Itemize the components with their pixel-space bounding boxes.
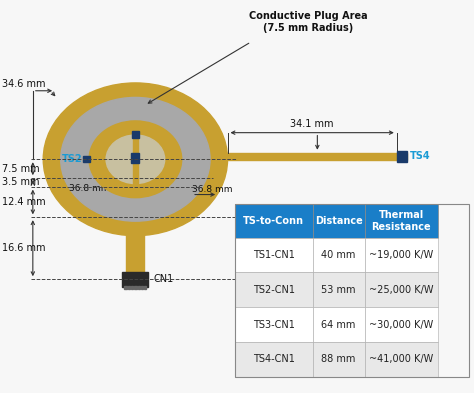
Text: CN1: CN1 [153, 274, 173, 284]
Text: 34.1 mm: 34.1 mm [291, 119, 334, 129]
Bar [83, 156, 90, 162]
Text: TS-to-Conn: TS-to-Conn [243, 216, 304, 226]
Circle shape [61, 97, 210, 221]
Bar [235, 307, 313, 342]
Text: ~41,000 K/W: ~41,000 K/W [369, 354, 433, 364]
Text: TS1: TS1 [109, 154, 130, 163]
Text: 36.8 mm: 36.8 mm [192, 185, 233, 194]
Bar [235, 238, 313, 272]
Bar [313, 342, 365, 376]
Text: ~19,000 K/W: ~19,000 K/W [369, 250, 433, 260]
Bar [132, 132, 139, 138]
Bar [137, 286, 140, 289]
Text: Conductive Plug Area
(7.5 mm Radius): Conductive Plug Area (7.5 mm Radius) [248, 11, 367, 33]
Circle shape [43, 83, 228, 236]
Text: 3.5 mm: 3.5 mm [1, 177, 39, 187]
Bar [365, 272, 438, 307]
Text: 16.6 mm: 16.6 mm [1, 243, 45, 253]
Bar [365, 204, 438, 238]
Bar [235, 204, 313, 238]
Bar [313, 272, 365, 307]
Text: ~30,000 K/W: ~30,000 K/W [369, 320, 433, 329]
Text: TS3-CN1: TS3-CN1 [253, 320, 294, 329]
Text: TS4-CN1: TS4-CN1 [253, 354, 294, 364]
Text: 7.5 mm: 7.5 mm [1, 164, 39, 174]
Text: 40 mm: 40 mm [321, 250, 356, 260]
Text: TS4: TS4 [410, 151, 430, 161]
Bar [133, 131, 138, 187]
Bar [235, 272, 313, 307]
Text: 36.8 mm: 36.8 mm [69, 184, 109, 193]
Bar [365, 342, 438, 376]
Circle shape [89, 121, 182, 198]
Text: 12.4 mm: 12.4 mm [1, 197, 45, 207]
Bar [365, 307, 438, 342]
Text: TS3: TS3 [141, 130, 161, 140]
Bar [131, 153, 139, 163]
Text: ~25,000 K/W: ~25,000 K/W [369, 285, 434, 295]
Text: 34.6 mm: 34.6 mm [1, 79, 45, 89]
Bar [365, 238, 438, 272]
Text: TS1-CN1: TS1-CN1 [253, 250, 294, 260]
Text: 64 mm: 64 mm [321, 320, 356, 329]
Bar [141, 286, 143, 289]
Bar [313, 238, 365, 272]
Bar [127, 163, 145, 236]
Text: TS2: TS2 [62, 154, 82, 164]
Bar [134, 286, 137, 289]
Text: Distance: Distance [315, 216, 363, 226]
Bar [128, 286, 130, 289]
Bar [235, 342, 313, 376]
Bar [124, 286, 127, 289]
Bar [313, 204, 365, 238]
Bar [131, 286, 133, 289]
Text: TS2-CN1: TS2-CN1 [253, 285, 295, 295]
Bar [127, 236, 145, 279]
Bar [144, 286, 146, 289]
Bar [235, 204, 469, 376]
Bar [122, 272, 148, 286]
Bar [397, 151, 407, 162]
Bar [313, 307, 365, 342]
Circle shape [106, 135, 164, 184]
Bar [223, 152, 407, 160]
Text: 53 mm: 53 mm [321, 285, 356, 295]
Text: Thermal
Resistance: Thermal Resistance [372, 210, 431, 232]
Text: 88 mm: 88 mm [321, 354, 356, 364]
